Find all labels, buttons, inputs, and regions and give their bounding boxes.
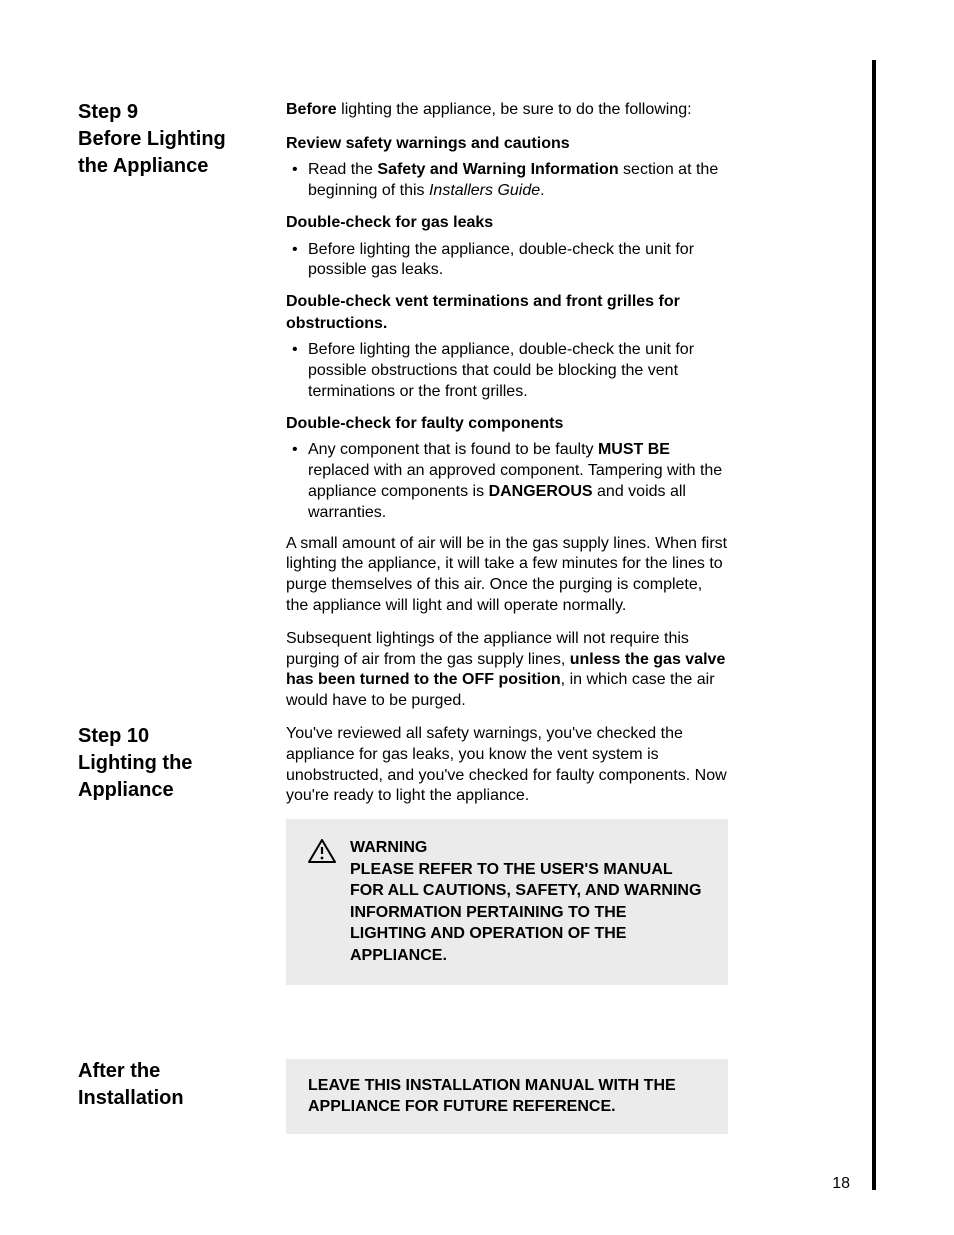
step9-sub3-bullet: Before lighting the appliance, double-ch…: [286, 340, 728, 402]
step9-heading-col: Step 9 Before Lighting the Appliance: [78, 100, 286, 724]
step10-heading-line2: Lighting the: [78, 751, 266, 776]
step9-sub2: Double-check for gas leaks: [286, 212, 728, 234]
sub4-bold1: MUST BE: [598, 441, 670, 458]
sub4-bold2: DANGEROUS: [489, 483, 593, 500]
section-step9: Step 9 Before Lighting the Appliance Bef…: [78, 100, 858, 724]
warning-body: PLEASE REFER TO THE USER'S MANUAL FOR AL…: [350, 859, 706, 967]
section-step10: Step 10 Lighting the Appliance You've re…: [78, 724, 858, 995]
warning-text: WARNING PLEASE REFER TO THE USER'S MANUA…: [350, 837, 706, 967]
sub1-em: Installers Guide: [429, 182, 540, 199]
after-heading-line1: After the: [78, 1059, 266, 1084]
step9-sub2-bullet: Before lighting the appliance, double-ch…: [286, 240, 728, 282]
step10-body: You've reviewed all safety warnings, you…: [286, 724, 858, 995]
step9-sub4: Double-check for faulty components: [286, 413, 728, 435]
after-box: LEAVE THIS INSTALLATION MANUAL WITH THE …: [286, 1059, 728, 1134]
step9-body: Before lighting the appliance, be sure t…: [286, 100, 858, 724]
step9-sub3: Double-check vent terminations and front…: [286, 291, 728, 334]
step9-heading-line3: the Appliance: [78, 154, 266, 179]
step9-para-subsequent: Subsequent lightings of the appliance wi…: [286, 629, 728, 712]
after-box-text: LEAVE THIS INSTALLATION MANUAL WITH THE …: [308, 1075, 706, 1118]
step9-sub3-list: Before lighting the appliance, double-ch…: [286, 340, 728, 402]
step10-para: You've reviewed all safety warnings, you…: [286, 724, 728, 807]
step9-sub1-bullet: Read the Safety and Warning Information …: [286, 160, 728, 202]
warning-inner: WARNING PLEASE REFER TO THE USER'S MANUA…: [308, 837, 706, 967]
step9-para-air: A small amount of air will be in the gas…: [286, 534, 728, 617]
step9-heading-line2: Before Lighting: [78, 127, 266, 152]
step9-sub2-list: Before lighting the appliance, double-ch…: [286, 240, 728, 282]
after-heading-col: After the Installation: [78, 1059, 286, 1134]
sub1-bold: Safety and Warning Information: [377, 161, 618, 178]
step10-heading-line1: Step 10: [78, 724, 266, 749]
step9-heading-line1: Step 9: [78, 100, 266, 125]
sub1-end: .: [540, 182, 544, 199]
warning-box: WARNING PLEASE REFER TO THE USER'S MANUA…: [286, 819, 728, 985]
step9-sub4-list: Any component that is found to be faulty…: [286, 440, 728, 523]
step9-intro-rest: lighting the appliance, be sure to do th…: [337, 101, 692, 118]
warning-label: WARNING: [350, 837, 706, 859]
after-heading-line2: Installation: [78, 1086, 266, 1111]
page: Step 9 Before Lighting the Appliance Bef…: [0, 0, 954, 1235]
sub4-pre: Any component that is found to be faulty: [308, 441, 598, 458]
sub1-pre: Read the: [308, 161, 377, 178]
step10-heading-col: Step 10 Lighting the Appliance: [78, 724, 286, 995]
step10-heading-line3: Appliance: [78, 778, 266, 803]
section-after: After the Installation LEAVE THIS INSTAL…: [78, 1059, 858, 1134]
step9-intro: Before lighting the appliance, be sure t…: [286, 100, 728, 121]
step9-sub1-list: Read the Safety and Warning Information …: [286, 160, 728, 202]
step9-intro-before: Before: [286, 101, 337, 118]
step9-sub4-bullet: Any component that is found to be faulty…: [286, 440, 728, 523]
step9-sub1: Review safety warnings and cautions: [286, 133, 728, 155]
after-body: LEAVE THIS INSTALLATION MANUAL WITH THE …: [286, 1059, 858, 1134]
warning-icon: [308, 839, 336, 863]
vertical-rule: [872, 60, 876, 1190]
page-number: 18: [832, 1175, 850, 1193]
